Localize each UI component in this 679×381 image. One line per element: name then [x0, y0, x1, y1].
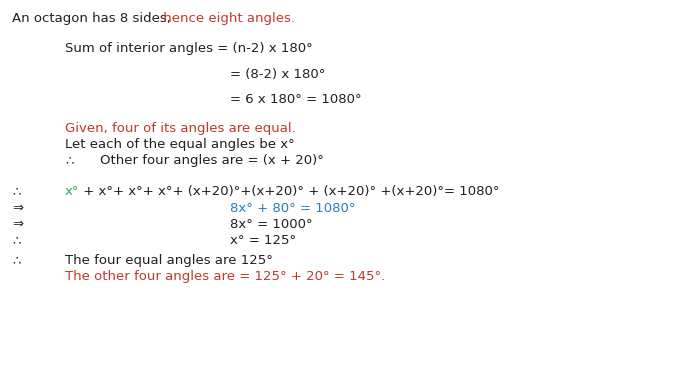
Text: An octagon has 8 sides,: An octagon has 8 sides, [12, 12, 171, 25]
Text: The other four angles are = 125° + 20° = 145°.: The other four angles are = 125° + 20° =… [65, 270, 385, 283]
Text: ∴: ∴ [12, 234, 20, 247]
Text: x° = 125°: x° = 125° [230, 234, 296, 247]
Text: Let each of the equal angles be x°: Let each of the equal angles be x° [65, 138, 295, 151]
Text: = 6 x 180° = 1080°: = 6 x 180° = 1080° [230, 93, 362, 106]
Text: x°: x° [65, 185, 79, 198]
Text: ⇒: ⇒ [12, 202, 23, 215]
Text: 8x° + 80° = 1080°: 8x° + 80° = 1080° [230, 202, 356, 215]
Text: ∴: ∴ [65, 154, 73, 167]
Text: Given, four of its angles are equal.: Given, four of its angles are equal. [65, 122, 296, 135]
Text: hence eight angles.: hence eight angles. [159, 12, 295, 25]
Text: ∴: ∴ [12, 185, 20, 198]
Text: = (8-2) x 180°: = (8-2) x 180° [230, 68, 325, 81]
Text: + x°+ x°+ x°+ (x+20)°+(x+20)° + (x+20)° +(x+20)°= 1080°: + x°+ x°+ x°+ (x+20)°+(x+20)° + (x+20)° … [79, 185, 500, 198]
Text: Sum of interior angles = (n-2) x 180°: Sum of interior angles = (n-2) x 180° [65, 42, 313, 55]
Text: Other four angles are = (x + 20)°: Other four angles are = (x + 20)° [100, 154, 324, 167]
Text: 8x° = 1000°: 8x° = 1000° [230, 218, 312, 231]
Text: ∴: ∴ [12, 254, 20, 267]
Text: The four equal angles are 125°: The four equal angles are 125° [65, 254, 273, 267]
Text: ⇒: ⇒ [12, 218, 23, 231]
